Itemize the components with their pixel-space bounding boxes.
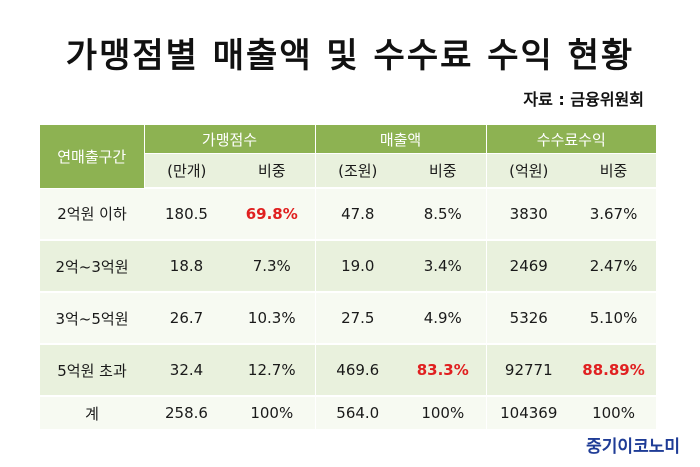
table-cell: 3830 [486,188,572,241]
row-label: 2억~3억원 [40,240,144,293]
table-cell: 2.47% [571,240,657,293]
table-cell: 564.0 [315,396,401,429]
row-label: 계 [40,396,144,429]
table-cell: 469.6 [315,344,401,397]
subheader-cell: (만개) [144,153,229,189]
table-row: 2억원 이하 180.5 69.8% 47.8 8.5% 3830 3.67% [40,188,657,241]
table-cell: 32.4 [144,344,229,397]
table-cell: 100% [400,396,487,429]
table-cell: 12.7% [229,344,316,397]
subheader-cell: (억원) [486,153,572,189]
table-cell: 3.4% [400,240,487,293]
table-cell: 47.8 [315,188,401,241]
table-cell-highlight: 88.89% [571,344,657,397]
header-group-fees: 수수료수익 [486,125,657,154]
table-row: 2억~3억원 18.8 7.3% 19.0 3.4% 2469 2.47% [40,240,657,293]
table-row: 3억~5억원 26.7 10.3% 27.5 4.9% 5326 5.10% [40,292,657,345]
table-cell: 27.5 [315,292,401,345]
table-cell-highlight: 83.3% [400,344,487,397]
table-cell: 100% [229,396,316,429]
table-cell: 2469 [486,240,572,293]
source-label: 자료 : 금융위원회 [523,90,644,109]
table-cell: 19.0 [315,240,401,293]
header-row-label: 연매출구간 [40,125,145,189]
table-cell: 5.10% [571,292,657,345]
row-label: 2억원 이하 [40,188,144,241]
subheader-cell: (조원) [315,153,401,189]
table-cell: 4.9% [400,292,487,345]
table-cell: 18.8 [144,240,229,293]
table-cell: 8.5% [400,188,487,241]
table-row: 5억원 초과 32.4 12.7% 469.6 83.3% 92771 88.8… [40,344,657,397]
publisher-logo: 중기이코노미 [586,437,680,457]
table-cell: 5326 [486,292,572,345]
row-label: 5억원 초과 [40,344,144,397]
table-cell: 100% [571,396,657,429]
subheader-cell: 비중 [400,153,487,189]
table-cell: 180.5 [144,188,229,241]
table-cell: 3.67% [571,188,657,241]
subheader-cell: 비중 [229,153,316,189]
table-row-total: 계 258.6 100% 564.0 100% 104369 100% [40,396,657,429]
table-cell: 92771 [486,344,572,397]
table-cell: 26.7 [144,292,229,345]
table-cell-highlight: 69.8% [229,188,316,241]
page-title: 가맹점별 매출액 및 수수료 수익 현황 [65,36,635,76]
table-cell: 258.6 [144,396,229,429]
table-cell: 104369 [486,396,572,429]
table-cell: 7.3% [229,240,316,293]
header-group-stores: 가맹점수 [144,125,316,154]
table-cell: 10.3% [229,292,316,345]
row-label: 3억~5억원 [40,292,144,345]
data-table: 연매출구간 가맹점수 매출액 수수료수익 (만개) 비중 (조원) 비중 (억원… [40,125,657,429]
header-group-sales: 매출액 [315,125,487,154]
subheader-cell: 비중 [571,153,657,189]
